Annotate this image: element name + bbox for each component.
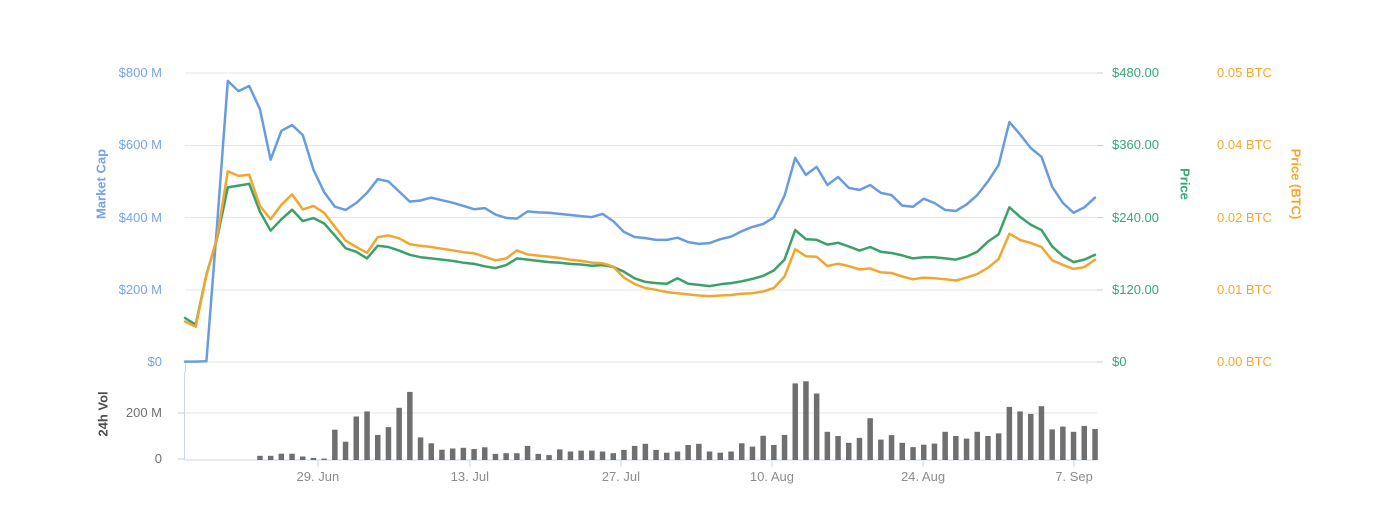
x-axis-date-label: 13. Jul <box>450 469 489 484</box>
price-btc-tick-label: 0.01 BTC <box>1217 281 1272 297</box>
price-tick-label: $240.00 <box>1112 209 1159 225</box>
volume-axis-title: 24h Vol <box>95 391 111 437</box>
market-cap-tick-label: $800 M <box>118 65 162 80</box>
x-axis-date-label: 29. Jun <box>296 469 340 484</box>
price-btc-tick-label: 0.05 BTC <box>1217 65 1272 80</box>
market-cap-tick-label: $600 M <box>118 137 162 153</box>
price-btc-tick-label: 0.04 BTC <box>1217 137 1272 153</box>
price-tick-label: $480.00 <box>1112 65 1159 80</box>
x-axis-date-label: 24. Aug <box>900 469 946 484</box>
price-tick-label: $0 <box>1112 354 1127 369</box>
price-axis-title: Price <box>1177 168 1193 200</box>
market-cap-tick-label: $0 <box>147 354 162 369</box>
price-tick-label: $360.00 <box>1112 137 1159 153</box>
volume-tick-label: 0 <box>154 451 162 466</box>
market-cap-axis-title: Market Cap <box>93 148 109 220</box>
price-btc-axis-title: Price (BTC) <box>1288 148 1304 220</box>
x-axis-date-label: 7. Sep <box>1055 469 1093 484</box>
market-cap-tick-label: $400 M <box>118 209 162 225</box>
volume-tick-label: 200 M <box>125 405 162 420</box>
price-btc-tick-label: 0.00 BTC <box>1217 354 1272 369</box>
x-axis-date-label: 10. Aug <box>749 469 794 484</box>
x-axis-date-label: 27. Jul <box>601 469 641 484</box>
market-cap-tick-label: $200 M <box>118 281 162 297</box>
price-tick-label: $120.00 <box>1112 281 1159 297</box>
price-btc-tick-label: 0.02 BTC <box>1217 209 1272 225</box>
